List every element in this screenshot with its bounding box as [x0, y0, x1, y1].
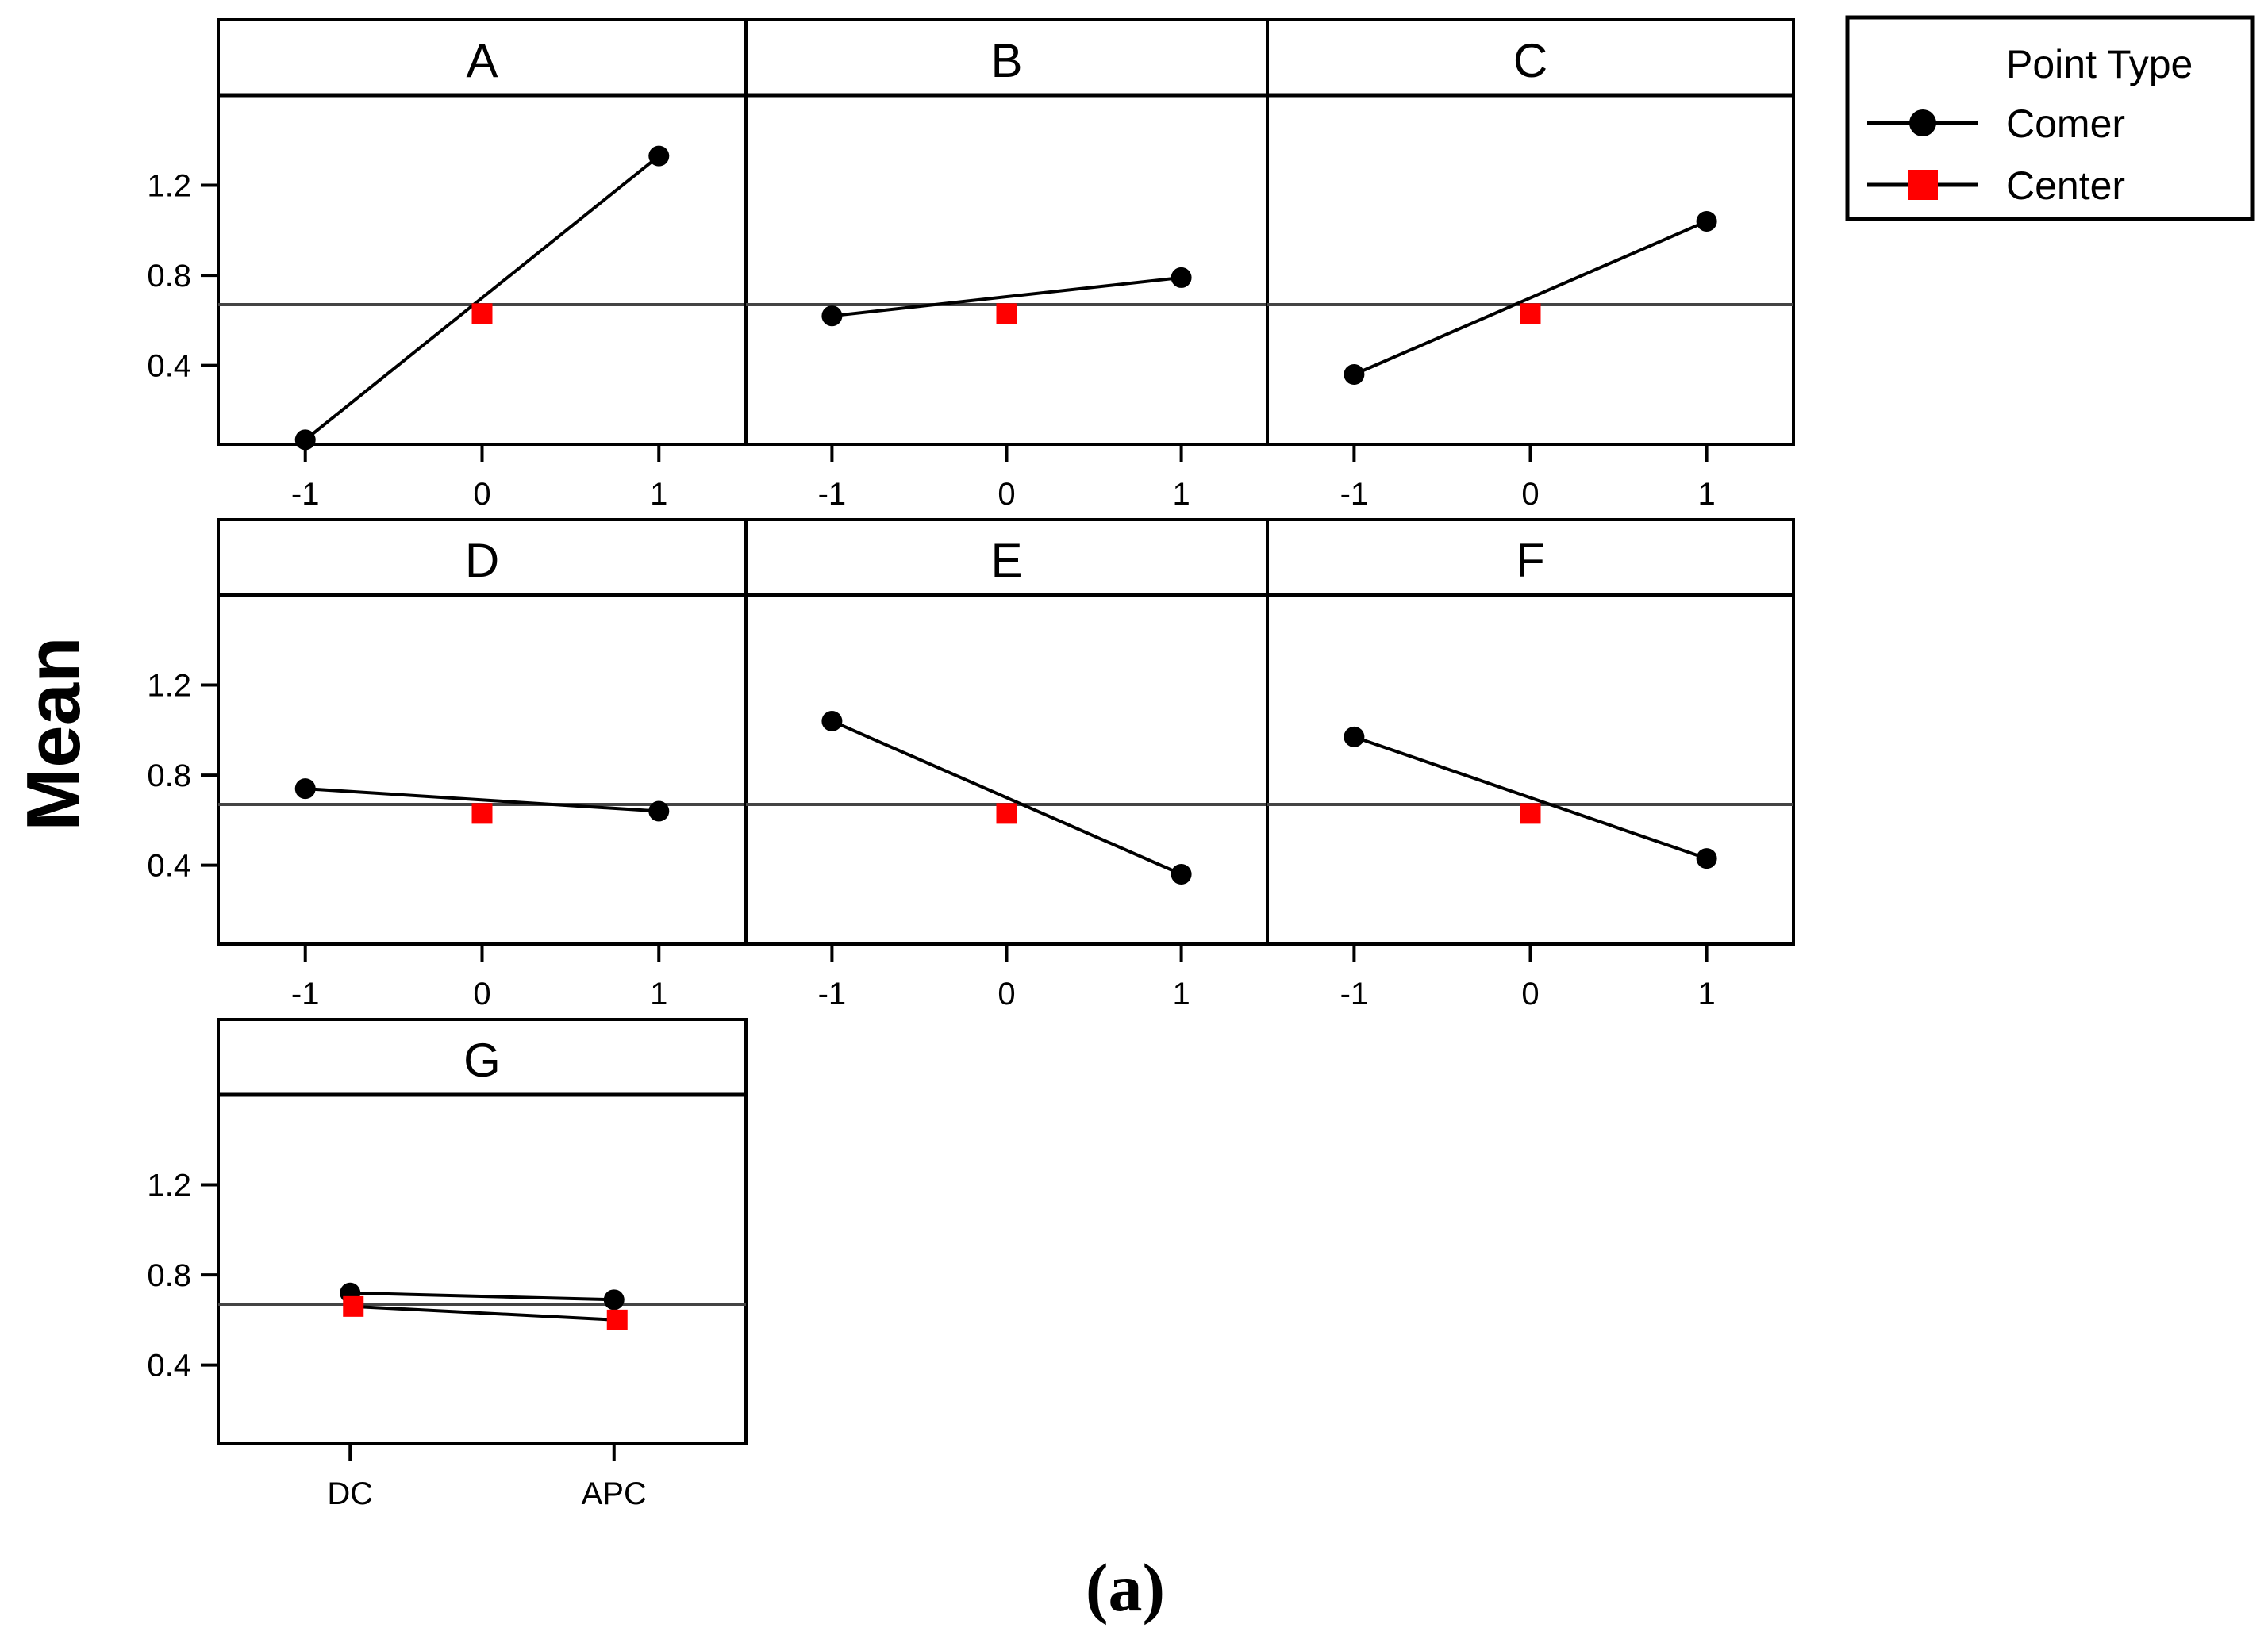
panel-title-e: E	[990, 534, 1022, 587]
panel-c: C -1 0 1	[1266, 18, 1795, 512]
y-axis-label: Mean	[11, 636, 96, 831]
panels: A 0.4 0.8 1.2 -1 0 1 B -1 0 1 C -1 0 1 D 0.4 0.8 1.2 -1 0 1 E -…	[147, 18, 1795, 1511]
y-tick-label: 1.2	[147, 1169, 191, 1203]
corner-point-b-0	[821, 305, 843, 327]
x-tick-label: 0	[998, 977, 1015, 1011]
y-tick-label: 0.8	[147, 758, 191, 793]
corner-line-g	[350, 1291, 614, 1302]
center-point-d-0	[471, 803, 493, 824]
center-point-e-0	[996, 803, 1017, 824]
corner-line-c	[1353, 220, 1708, 376]
center-line-g	[353, 1304, 617, 1322]
center-point-c-0	[1520, 303, 1541, 324]
x-tick-label: 0	[473, 477, 490, 512]
y-tick-label: 0.4	[147, 1349, 191, 1384]
corner-line-f	[1353, 735, 1708, 861]
center-point-g-1	[606, 1309, 628, 1330]
center-point-b-0	[996, 303, 1017, 324]
center-point-g-0	[343, 1295, 364, 1317]
x-tick-label: 0	[1521, 977, 1539, 1011]
x-tick-label: -1	[291, 477, 320, 512]
panel-f: F -1 0 1	[1266, 518, 1795, 1011]
legend-label-center: Center	[2006, 163, 2125, 208]
panel-title-c: C	[1513, 34, 1547, 87]
corner-line-a	[304, 155, 660, 441]
x-tick-label: DC	[327, 1476, 373, 1511]
corner-point-g-1	[603, 1289, 625, 1311]
corner-point-c-1	[1696, 210, 1717, 232]
x-tick-label: -1	[1340, 977, 1369, 1011]
panel-a: A 0.4 0.8 1.2 -1 0 1	[147, 18, 748, 512]
corner-point-d-0	[294, 778, 316, 800]
x-tick-label: -1	[291, 977, 320, 1011]
y-tick-label: 1.2	[147, 169, 191, 204]
x-tick-label: -1	[1340, 477, 1369, 512]
y-tick-label: 0.8	[147, 259, 191, 294]
legend-marker-comer	[1909, 109, 1936, 136]
corner-point-e-0	[821, 710, 843, 731]
corner-point-f-0	[1344, 726, 1365, 747]
y-tick-label: 1.2	[147, 669, 191, 704]
panel-frame-a	[217, 18, 748, 446]
panel-d: D 0.4 0.8 1.2 -1 0 1	[147, 518, 748, 1011]
x-tick-label: 1	[650, 477, 667, 512]
y-tick-label: 0.8	[147, 1258, 191, 1293]
panel-title-f: F	[1516, 534, 1545, 587]
y-tick-label: 0.4	[147, 849, 191, 884]
legend-label-comer: Comer	[2006, 102, 2125, 146]
corner-point-e-1	[1171, 864, 1192, 885]
panel-title-g: G	[463, 1034, 501, 1087]
center-point-a-0	[471, 303, 493, 324]
legend-marker-center	[1908, 170, 1938, 200]
corner-point-a-1	[648, 145, 670, 167]
x-tick-label: 0	[998, 477, 1015, 512]
corner-line-d	[305, 787, 659, 813]
x-tick-label: -1	[818, 477, 847, 512]
center-point-f-0	[1520, 803, 1541, 824]
x-tick-label: 1	[1697, 977, 1715, 1011]
y-tick-label: 0.4	[147, 349, 191, 384]
legend-title: Point Type	[2006, 42, 2193, 86]
panel-title-b: B	[990, 34, 1022, 87]
corner-point-c-0	[1344, 364, 1365, 385]
panel-title-a: A	[466, 34, 498, 87]
x-tick-label: APC	[582, 1476, 647, 1511]
x-tick-label: 1	[650, 977, 667, 1011]
corner-point-b-1	[1171, 267, 1192, 288]
corner-point-f-1	[1696, 848, 1717, 869]
panel-g: G 0.4 0.8 1.2 DC APC	[147, 1018, 748, 1511]
panel-e: E -1 0 1	[744, 518, 1269, 1011]
corner-line-e	[831, 720, 1182, 876]
corner-point-d-1	[648, 800, 670, 822]
panel-frame-d	[217, 518, 748, 946]
x-tick-label: 0	[473, 977, 490, 1011]
x-tick-label: 1	[1172, 477, 1190, 512]
corner-line-b	[832, 275, 1182, 318]
panel-frame-g	[217, 1018, 748, 1445]
x-tick-label: 1	[1172, 977, 1190, 1011]
legend: Point Type Comer Center	[1845, 15, 2255, 221]
panel-b: B -1 0 1	[744, 18, 1269, 512]
x-tick-label: -1	[818, 977, 847, 1011]
corner-point-a-0	[294, 429, 316, 451]
x-tick-label: 0	[1521, 477, 1539, 512]
panel-title-d: D	[465, 534, 499, 587]
x-tick-label: 1	[1697, 477, 1715, 512]
figure-caption: (a)	[1086, 1549, 1165, 1626]
